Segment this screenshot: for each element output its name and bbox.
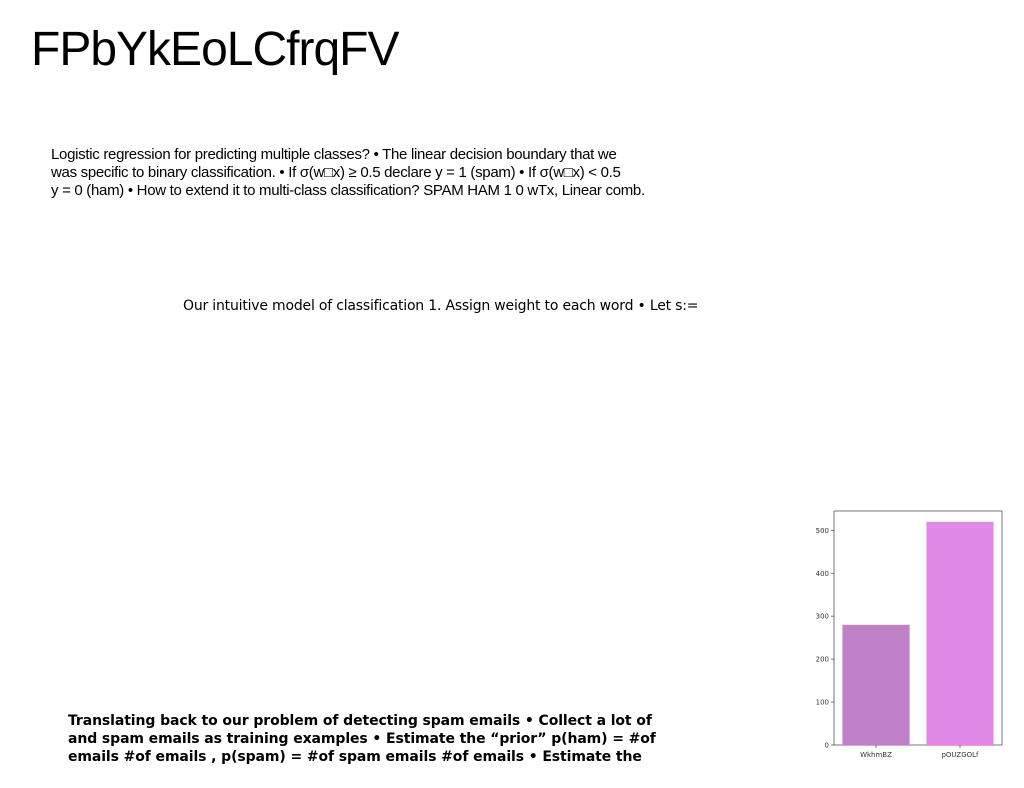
text-line: Logistic regression for predicting multi… — [51, 146, 617, 163]
text-line: y = 0 (ham) • How to extend it to multi-… — [51, 182, 645, 199]
text-line: was specific to binary classification. •… — [51, 164, 621, 181]
text-line: and spam emails as training examples • E… — [68, 731, 656, 747]
bar-chart: 0 100 200 300 400 500 WkhmBZ pOUZGOLf — [798, 503, 1008, 763]
text-block-intuitive-model: Our intuitive model of classification 1.… — [183, 298, 699, 314]
x-tick-label: pOUZGOLf — [941, 751, 979, 759]
y-tick-label: 100 — [816, 699, 829, 707]
page-title: FPbYkEoLCfrqFV — [31, 23, 399, 76]
text-block-logistic-regression: Logistic regression for predicting multi… — [51, 146, 751, 200]
text-line: Translating back to our problem of detec… — [68, 713, 652, 729]
y-tick-label: 0 — [825, 742, 829, 750]
y-tick-label: 300 — [816, 613, 829, 621]
y-tick-label: 400 — [816, 570, 829, 578]
text-line: emails #of emails , p(spam) = #of spam e… — [68, 749, 642, 765]
bar-WkhmBZ — [842, 624, 910, 745]
y-tick-label: 200 — [816, 656, 829, 664]
text-block-spam-detection: Translating back to our problem of detec… — [68, 712, 768, 766]
bar-chart-svg: 0 100 200 300 400 500 WkhmBZ pOUZGOLf — [816, 510, 1003, 759]
y-tick-label: 500 — [816, 527, 829, 535]
chart-frame — [833, 510, 1003, 746]
bar-pOUZGOLf — [926, 521, 994, 745]
x-tick-label: WkhmBZ — [860, 751, 892, 759]
